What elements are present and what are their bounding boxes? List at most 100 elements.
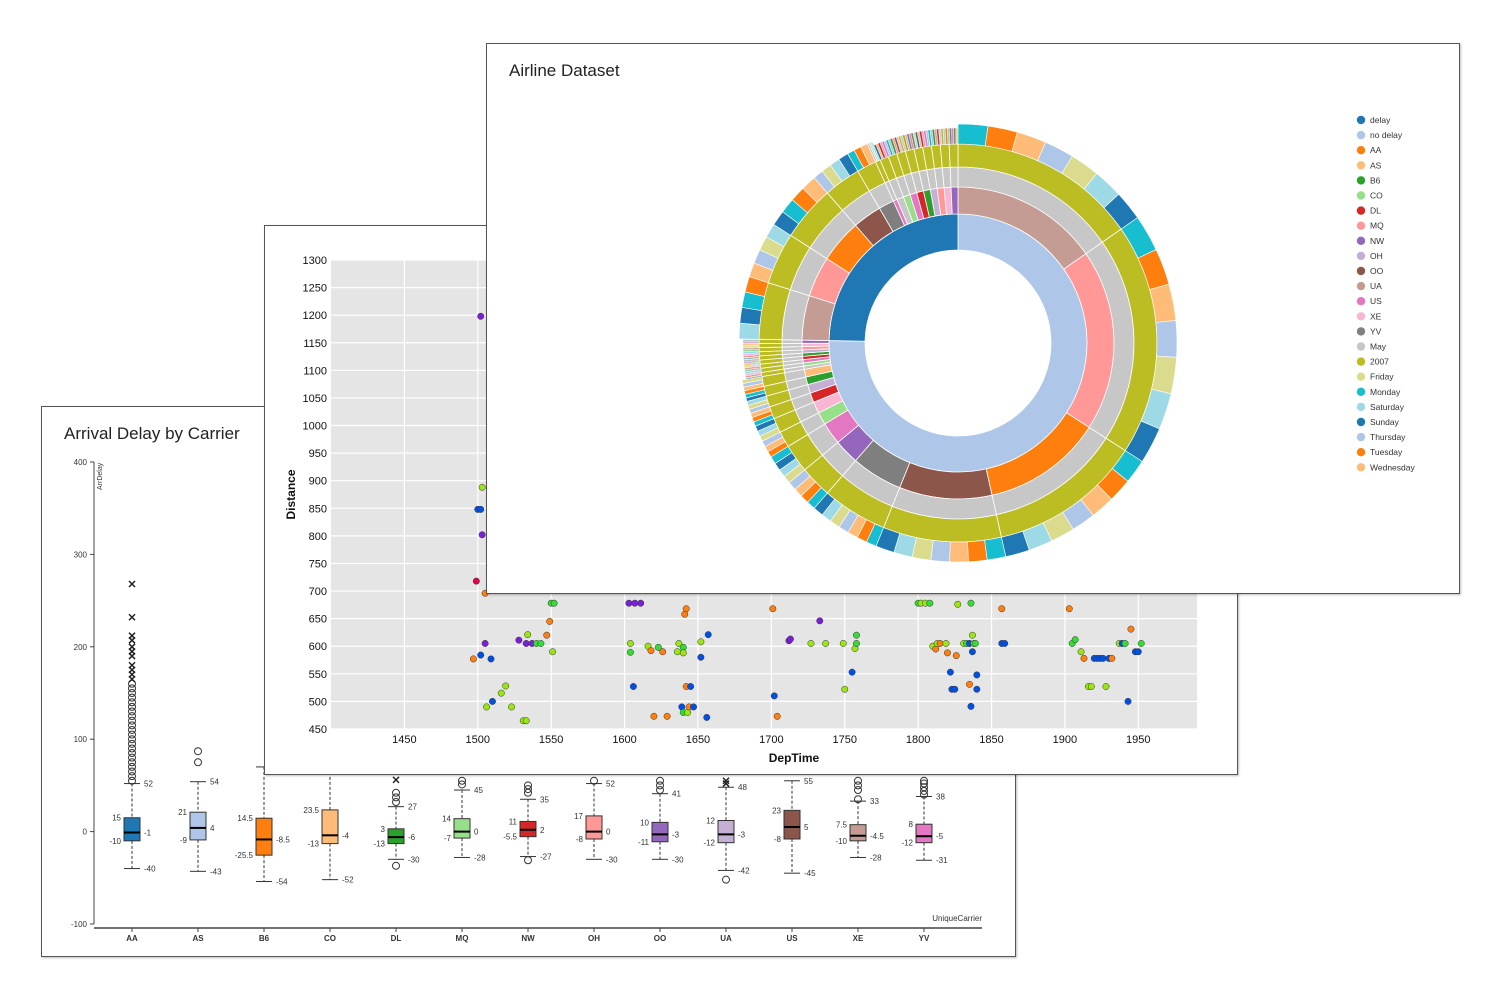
outlier-point: [854, 776, 862, 785]
scatter-point: [1001, 640, 1009, 647]
label-whisker-low: -40: [144, 865, 156, 874]
scatter-point: [951, 685, 959, 693]
legend-swatch: [1356, 161, 1366, 170]
boxplot-y-tick-label: -100: [71, 920, 88, 929]
label-q1: -12: [703, 839, 715, 848]
boxplot-y-tick-label: 0: [83, 828, 88, 837]
outlier-point: [524, 856, 532, 865]
scatter-point: [626, 648, 634, 656]
sunburst-segment-weekday: [955, 127, 959, 145]
outlier-point: [128, 702, 136, 711]
outlier-point: [524, 785, 532, 794]
label-median: 5: [804, 823, 809, 832]
scatter-point: [487, 655, 495, 663]
sunburst-segment-year: [758, 342, 783, 348]
label-whisker-low: -30: [606, 855, 618, 864]
outlier-point: [920, 783, 928, 792]
legend-swatch: [1356, 312, 1366, 321]
scatter-point: [469, 655, 477, 663]
sunburst-segment-carrier: [950, 186, 959, 215]
legend-swatch: [1356, 297, 1366, 306]
scatter-x-tick-label: 1450: [392, 734, 416, 746]
label-whisker-low: -28: [870, 853, 882, 862]
label-q1: -8: [576, 835, 584, 844]
sunburst-segment-year: [948, 143, 959, 168]
label-q3: 12: [706, 817, 715, 826]
outlier-point: [128, 679, 136, 688]
scatter-point: [690, 703, 697, 711]
scatter-x-tick-label: 1650: [686, 734, 710, 746]
scatter-point: [1087, 683, 1095, 690]
outlier-point: [128, 744, 136, 753]
scatter-point: [966, 680, 973, 688]
box-iqr: [585, 815, 603, 840]
boxplot-x-tick-label: XE: [853, 934, 864, 943]
scatter-y-tick-label: 1100: [303, 365, 327, 377]
extreme-point: [128, 632, 136, 640]
outlier-point: [392, 793, 400, 802]
label-median: -3: [672, 830, 680, 839]
label-whisker-high: 48: [738, 783, 747, 792]
outlier-point: [458, 780, 466, 789]
outlier-point: [128, 684, 136, 693]
legend-swatch: [1356, 130, 1366, 140]
legend-swatch: [1356, 342, 1366, 351]
legend-swatch: [1356, 191, 1366, 200]
outlier-point: [128, 721, 136, 730]
boxplot-x-tick-label: AS: [192, 934, 204, 943]
scatter-point: [637, 599, 645, 607]
scatter-y-tick-label: 1300: [303, 255, 327, 267]
label-whisker-low: -31: [936, 856, 948, 865]
boxplot-title: Arrival Delay by Carrier: [64, 424, 240, 443]
outlier-point: [128, 730, 136, 739]
scatter-point: [497, 689, 505, 697]
sunburst-segment-year: [939, 143, 951, 169]
scatter-point: [483, 703, 491, 711]
box-iqr: [717, 820, 735, 844]
outlier-point: [128, 749, 136, 758]
legend-label: AS: [1370, 160, 1382, 170]
box-aa: 15 -10 -1 52 -40 AA: [109, 580, 156, 943]
outlier-point: [128, 753, 136, 762]
scatter-point: [967, 599, 975, 607]
legend-label: Friday: [1370, 372, 1394, 382]
label-q3: 11: [509, 817, 518, 826]
scatter-point: [477, 505, 485, 513]
sunburst-segment-weekday: [967, 539, 988, 563]
label-q3: 7.5: [836, 821, 848, 830]
scatter-point: [625, 599, 633, 607]
sunburst-legend: delay no delay AA AS B6 CO DL MQ NW OH OO UA US XE YV M…: [1356, 115, 1415, 472]
scatter-point: [522, 640, 530, 647]
label-whisker-low: -54: [276, 877, 288, 886]
label-whisker-low: -43: [210, 867, 222, 876]
scatter-point: [682, 605, 690, 613]
legend-label: OH: [1370, 251, 1383, 261]
extreme-point: [128, 661, 136, 669]
scatter-y-tick-label: 1250: [303, 283, 327, 295]
outlier-point: [128, 689, 136, 697]
box-ua: 12 -12 -3 48 -42 UA: [703, 777, 750, 943]
scatter-point: [489, 697, 496, 705]
outlier-point: [656, 781, 664, 790]
sunburst-segment-weekday: [930, 540, 951, 563]
scatter-y-tick-label: 1150: [303, 338, 327, 350]
outlier-point: [128, 707, 136, 716]
scatter-point: [770, 692, 778, 700]
box-iqr: [915, 823, 933, 844]
label-q1: -9: [180, 836, 188, 845]
box-oo: 10 -11 -3 41 -30 OO: [638, 776, 684, 943]
boxplot-x-tick-label: CO: [324, 934, 336, 943]
legend-swatch: [1356, 221, 1366, 230]
scatter-y-tick-label: 650: [309, 614, 327, 626]
label-q3: 23: [772, 806, 781, 815]
outlier-point: [854, 781, 862, 790]
outlier-point: [392, 788, 400, 797]
scatter-point: [944, 649, 951, 657]
label-q1: -12: [901, 839, 913, 848]
legend-label: US: [1370, 296, 1382, 306]
label-median: 0: [474, 828, 479, 837]
legend-swatch: [1356, 417, 1366, 427]
scatter-point: [954, 600, 962, 608]
